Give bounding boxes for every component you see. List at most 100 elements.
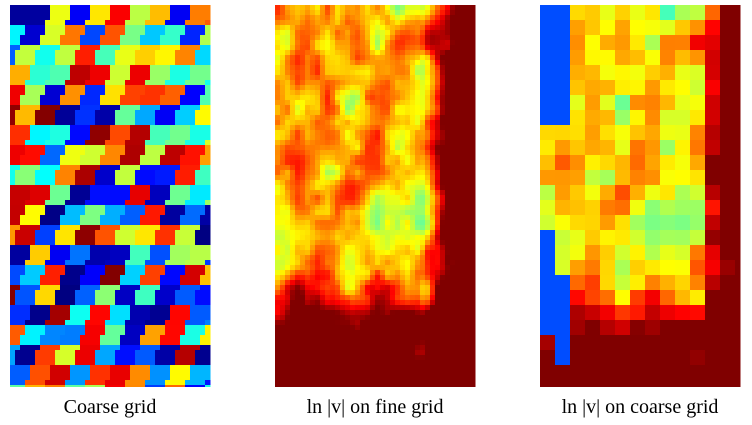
pixel — [40, 370, 46, 376]
pixel — [300, 15, 306, 21]
pixel — [445, 40, 451, 46]
pixel — [90, 70, 96, 76]
pixel — [125, 340, 131, 346]
pixel — [280, 125, 286, 131]
pixel — [200, 355, 206, 361]
pixel — [370, 60, 376, 66]
pixel — [90, 355, 96, 361]
pixel — [445, 125, 451, 131]
pixel — [15, 30, 21, 36]
pixel — [95, 300, 101, 306]
pixel — [45, 180, 51, 186]
pixel — [115, 40, 121, 46]
pixel — [390, 210, 396, 216]
pixel — [90, 370, 96, 376]
pixel — [185, 25, 191, 31]
pixel — [350, 95, 356, 101]
pixel — [325, 100, 331, 106]
pixel — [160, 365, 166, 371]
pixel — [165, 280, 171, 286]
pixel — [435, 165, 441, 171]
pixel — [70, 340, 76, 346]
pixel — [355, 80, 361, 86]
pixel — [200, 35, 206, 41]
pixel — [130, 155, 136, 161]
pixel — [280, 165, 286, 171]
pixel — [370, 50, 376, 56]
pixel — [135, 75, 141, 81]
pixel — [375, 35, 381, 41]
pixel — [420, 20, 426, 26]
pixel — [190, 120, 196, 126]
pixel — [10, 315, 16, 321]
pixel — [10, 365, 16, 371]
pixel — [295, 15, 301, 21]
pixel — [15, 200, 21, 206]
pixel — [320, 215, 326, 221]
pixel — [390, 15, 396, 21]
pixel — [50, 45, 56, 51]
pixel — [195, 330, 201, 336]
pixel — [90, 300, 96, 306]
pixel — [165, 110, 171, 116]
pixel — [365, 150, 371, 156]
pixel — [305, 35, 311, 41]
pixel — [65, 160, 71, 166]
pixel — [345, 55, 351, 61]
pixel — [40, 40, 46, 46]
pixel — [20, 320, 26, 326]
pixel — [140, 320, 146, 326]
pixel — [320, 120, 326, 126]
pixel — [60, 205, 66, 211]
pixel — [150, 170, 156, 176]
pixel — [435, 30, 441, 36]
pixel — [80, 385, 86, 387]
pixel — [105, 180, 111, 186]
pixel — [100, 385, 106, 387]
pixel — [435, 195, 441, 201]
pixel — [155, 60, 161, 66]
pixel — [370, 40, 376, 46]
pixel — [435, 20, 441, 26]
pixel — [300, 165, 306, 171]
pixel — [25, 120, 31, 126]
pixel — [325, 55, 331, 61]
pixel — [30, 270, 36, 276]
pixel — [340, 210, 346, 216]
pixel — [70, 70, 76, 76]
pixel — [95, 195, 101, 201]
pixel — [155, 240, 161, 246]
pixel — [145, 235, 151, 241]
pixel — [340, 75, 346, 81]
pixel — [15, 360, 21, 366]
pixel — [110, 365, 116, 371]
pixel — [60, 65, 66, 71]
pixel — [365, 90, 371, 96]
pixel — [315, 185, 321, 191]
pixel — [10, 30, 16, 36]
pixel — [160, 200, 166, 206]
pixel — [125, 280, 131, 286]
pixel — [315, 55, 321, 61]
pixel — [470, 75, 476, 81]
pixel — [55, 295, 61, 301]
pixel — [345, 240, 351, 246]
pixel — [430, 10, 436, 16]
pixel — [370, 55, 376, 61]
pixel — [305, 230, 311, 236]
pixel — [165, 150, 171, 156]
pixel — [300, 60, 306, 66]
pixel — [170, 355, 176, 361]
pixel — [470, 120, 476, 126]
pixel — [405, 160, 411, 166]
pixel — [315, 140, 321, 146]
pixel — [55, 10, 61, 16]
pixel — [300, 145, 306, 151]
pixel — [445, 135, 451, 141]
pixel — [155, 50, 161, 56]
pixel — [90, 50, 96, 56]
pixel — [295, 150, 301, 156]
pixel — [395, 150, 401, 156]
pixel — [465, 130, 471, 136]
pixel — [60, 55, 66, 61]
